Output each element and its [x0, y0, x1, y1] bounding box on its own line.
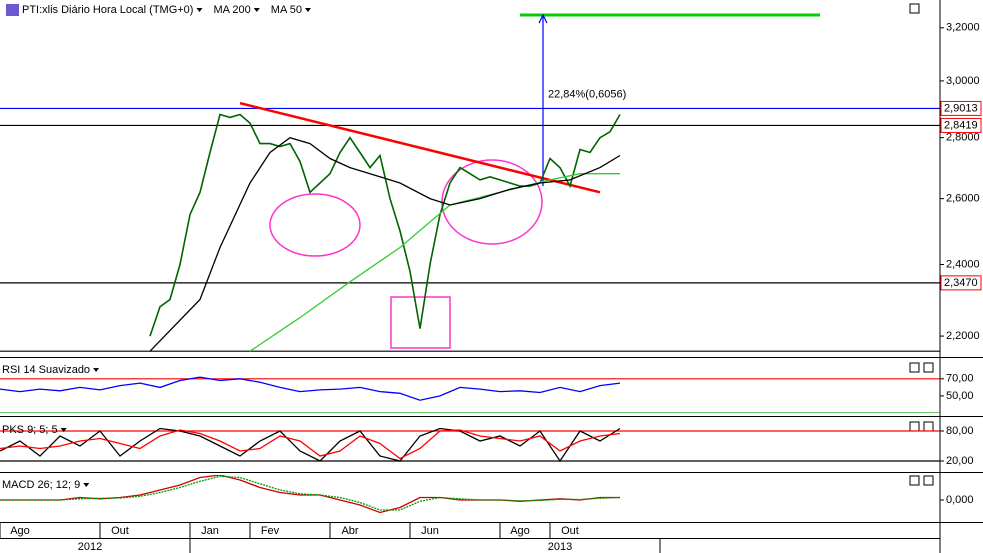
legend-entry: MACD 26; 12; 9: [2, 479, 80, 491]
level-label: 2,3470: [944, 277, 978, 289]
series-line: [149, 136, 621, 352]
legend-dropdown: [304, 8, 311, 12]
maximize-button[interactable]: [909, 3, 920, 14]
x-tick-label: Ago: [510, 525, 530, 537]
legend-entry: RSI 14 Suavizado: [2, 364, 90, 376]
level-label-box: [940, 117, 982, 133]
legend-dropdown: [253, 8, 260, 12]
x-tick-label: Out: [111, 525, 129, 537]
x-tick-label: Abr: [341, 525, 358, 537]
y-tick-label: 80,00: [946, 425, 974, 437]
y-tick-label: 3,2000: [946, 22, 980, 34]
instrument-icon: [6, 4, 19, 16]
x-tick-label: Jan: [201, 525, 219, 537]
level-label: 2,8419: [944, 119, 978, 131]
level-label-box: [940, 275, 982, 291]
y-tick-label: 0,000: [946, 494, 974, 506]
legend-entry: MA 200: [213, 4, 250, 16]
legend-dropdown: [83, 483, 90, 487]
panel: [0, 475, 621, 514]
close-button[interactable]: [923, 362, 934, 373]
x-tick-label: Ago: [10, 525, 30, 537]
y-tick-label: 2,2000: [946, 330, 980, 342]
y-tick-label: 70,00: [946, 373, 974, 385]
level-label: 2,9013: [944, 102, 978, 114]
highlight-ellipse: [269, 193, 361, 257]
year-label: 2013: [548, 541, 572, 553]
y-tick-label: 3,0000: [946, 75, 980, 87]
series-line: [149, 113, 621, 337]
arrow-head: [538, 13, 548, 24]
maximize-button[interactable]: [909, 475, 920, 486]
legend-dropdown: [196, 8, 203, 12]
legend-entry: PKS 9; 5; 5: [2, 424, 58, 436]
panel: [0, 427, 940, 463]
y-tick-label: 2,8000: [946, 132, 980, 144]
panel: [0, 376, 940, 413]
series-line: [0, 427, 621, 463]
x-tick-label: Fev: [261, 525, 280, 537]
y-tick-label: 2,4000: [946, 258, 980, 270]
legend-entry: MA 50: [271, 4, 302, 16]
close-button[interactable]: [923, 421, 934, 432]
series-line: [0, 429, 621, 460]
panel: 22,84%(0,6056): [0, 13, 940, 352]
y-tick-label: 20,00: [946, 455, 974, 467]
series-line: [0, 475, 621, 511]
arrow-label: 22,84%(0,6056): [548, 89, 626, 101]
series-line: [0, 376, 621, 401]
maximize-button[interactable]: [909, 362, 920, 373]
legend-dropdown: [60, 428, 67, 432]
highlight-box: [390, 296, 451, 349]
y-tick-label: 50,00: [946, 390, 974, 402]
year-label: 2012: [78, 541, 102, 553]
close-button[interactable]: [923, 475, 934, 486]
level-label-box: [940, 100, 982, 116]
x-tick-label: Out: [561, 525, 579, 537]
legend-dropdown: [93, 368, 100, 372]
trendline: [239, 101, 601, 194]
legend-entry: PTI:xlis Diário Hora Local (TMG+0): [22, 4, 193, 16]
y-tick-label: 2,6000: [946, 193, 980, 205]
x-tick-label: Jun: [421, 525, 439, 537]
maximize-button[interactable]: [909, 421, 920, 432]
